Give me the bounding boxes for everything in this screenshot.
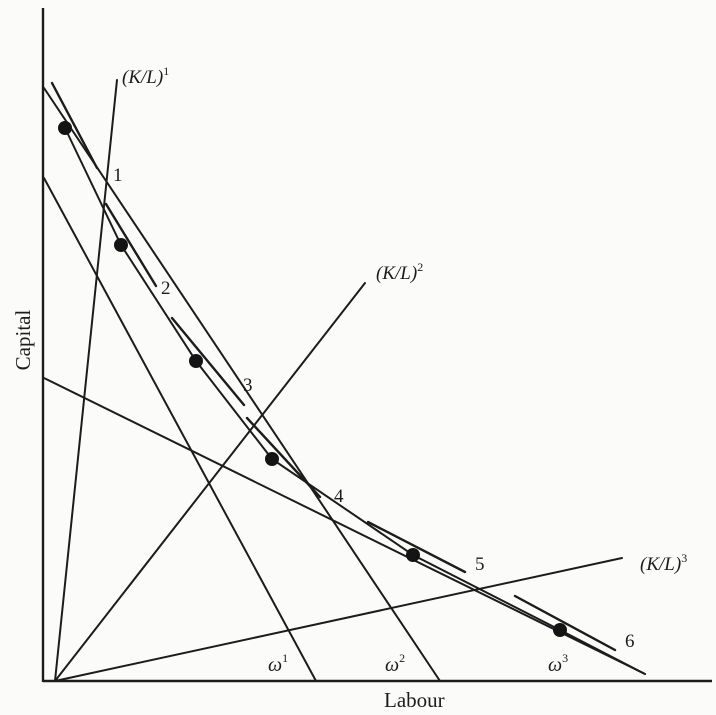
ray-label-1: (K/L)1 <box>122 64 169 88</box>
tangent-5 <box>366 520 467 574</box>
tangent-3 <box>170 316 246 407</box>
isocost-line-3 <box>43 377 646 675</box>
point-3 <box>189 354 203 368</box>
point-1 <box>58 121 72 135</box>
tangent-6 <box>513 594 617 652</box>
point-label-4: 4 <box>334 486 344 507</box>
x-axis-label: Labour <box>384 688 445 712</box>
omega-label-3: ω3 <box>548 651 568 676</box>
point-5 <box>406 548 420 562</box>
point-2 <box>114 238 128 252</box>
ray-label-2: (K/L)2 <box>376 260 423 284</box>
point-label-6: 6 <box>625 631 635 652</box>
point-label-5: 5 <box>475 554 485 575</box>
point-6 <box>553 623 567 637</box>
isocost-line-2 <box>43 87 441 682</box>
isocost-line-1 <box>43 177 317 682</box>
omega-label-1: ω1 <box>268 651 288 676</box>
point-4 <box>265 452 279 466</box>
ray-kl-3 <box>54 557 623 682</box>
tangent-2 <box>104 202 158 288</box>
ray-kl-2 <box>54 282 366 682</box>
point-label-2: 2 <box>161 278 171 299</box>
y-axis-label: Capital <box>11 310 35 371</box>
omega-label-2: ω2 <box>385 651 405 676</box>
point-label-1: 1 <box>113 165 123 186</box>
point-label-3: 3 <box>243 375 253 396</box>
ray-label-3: (K/L)3 <box>640 551 687 575</box>
isoquant-curve <box>64 127 646 675</box>
tangent-4 <box>245 416 322 499</box>
tangent-1 <box>50 81 99 170</box>
